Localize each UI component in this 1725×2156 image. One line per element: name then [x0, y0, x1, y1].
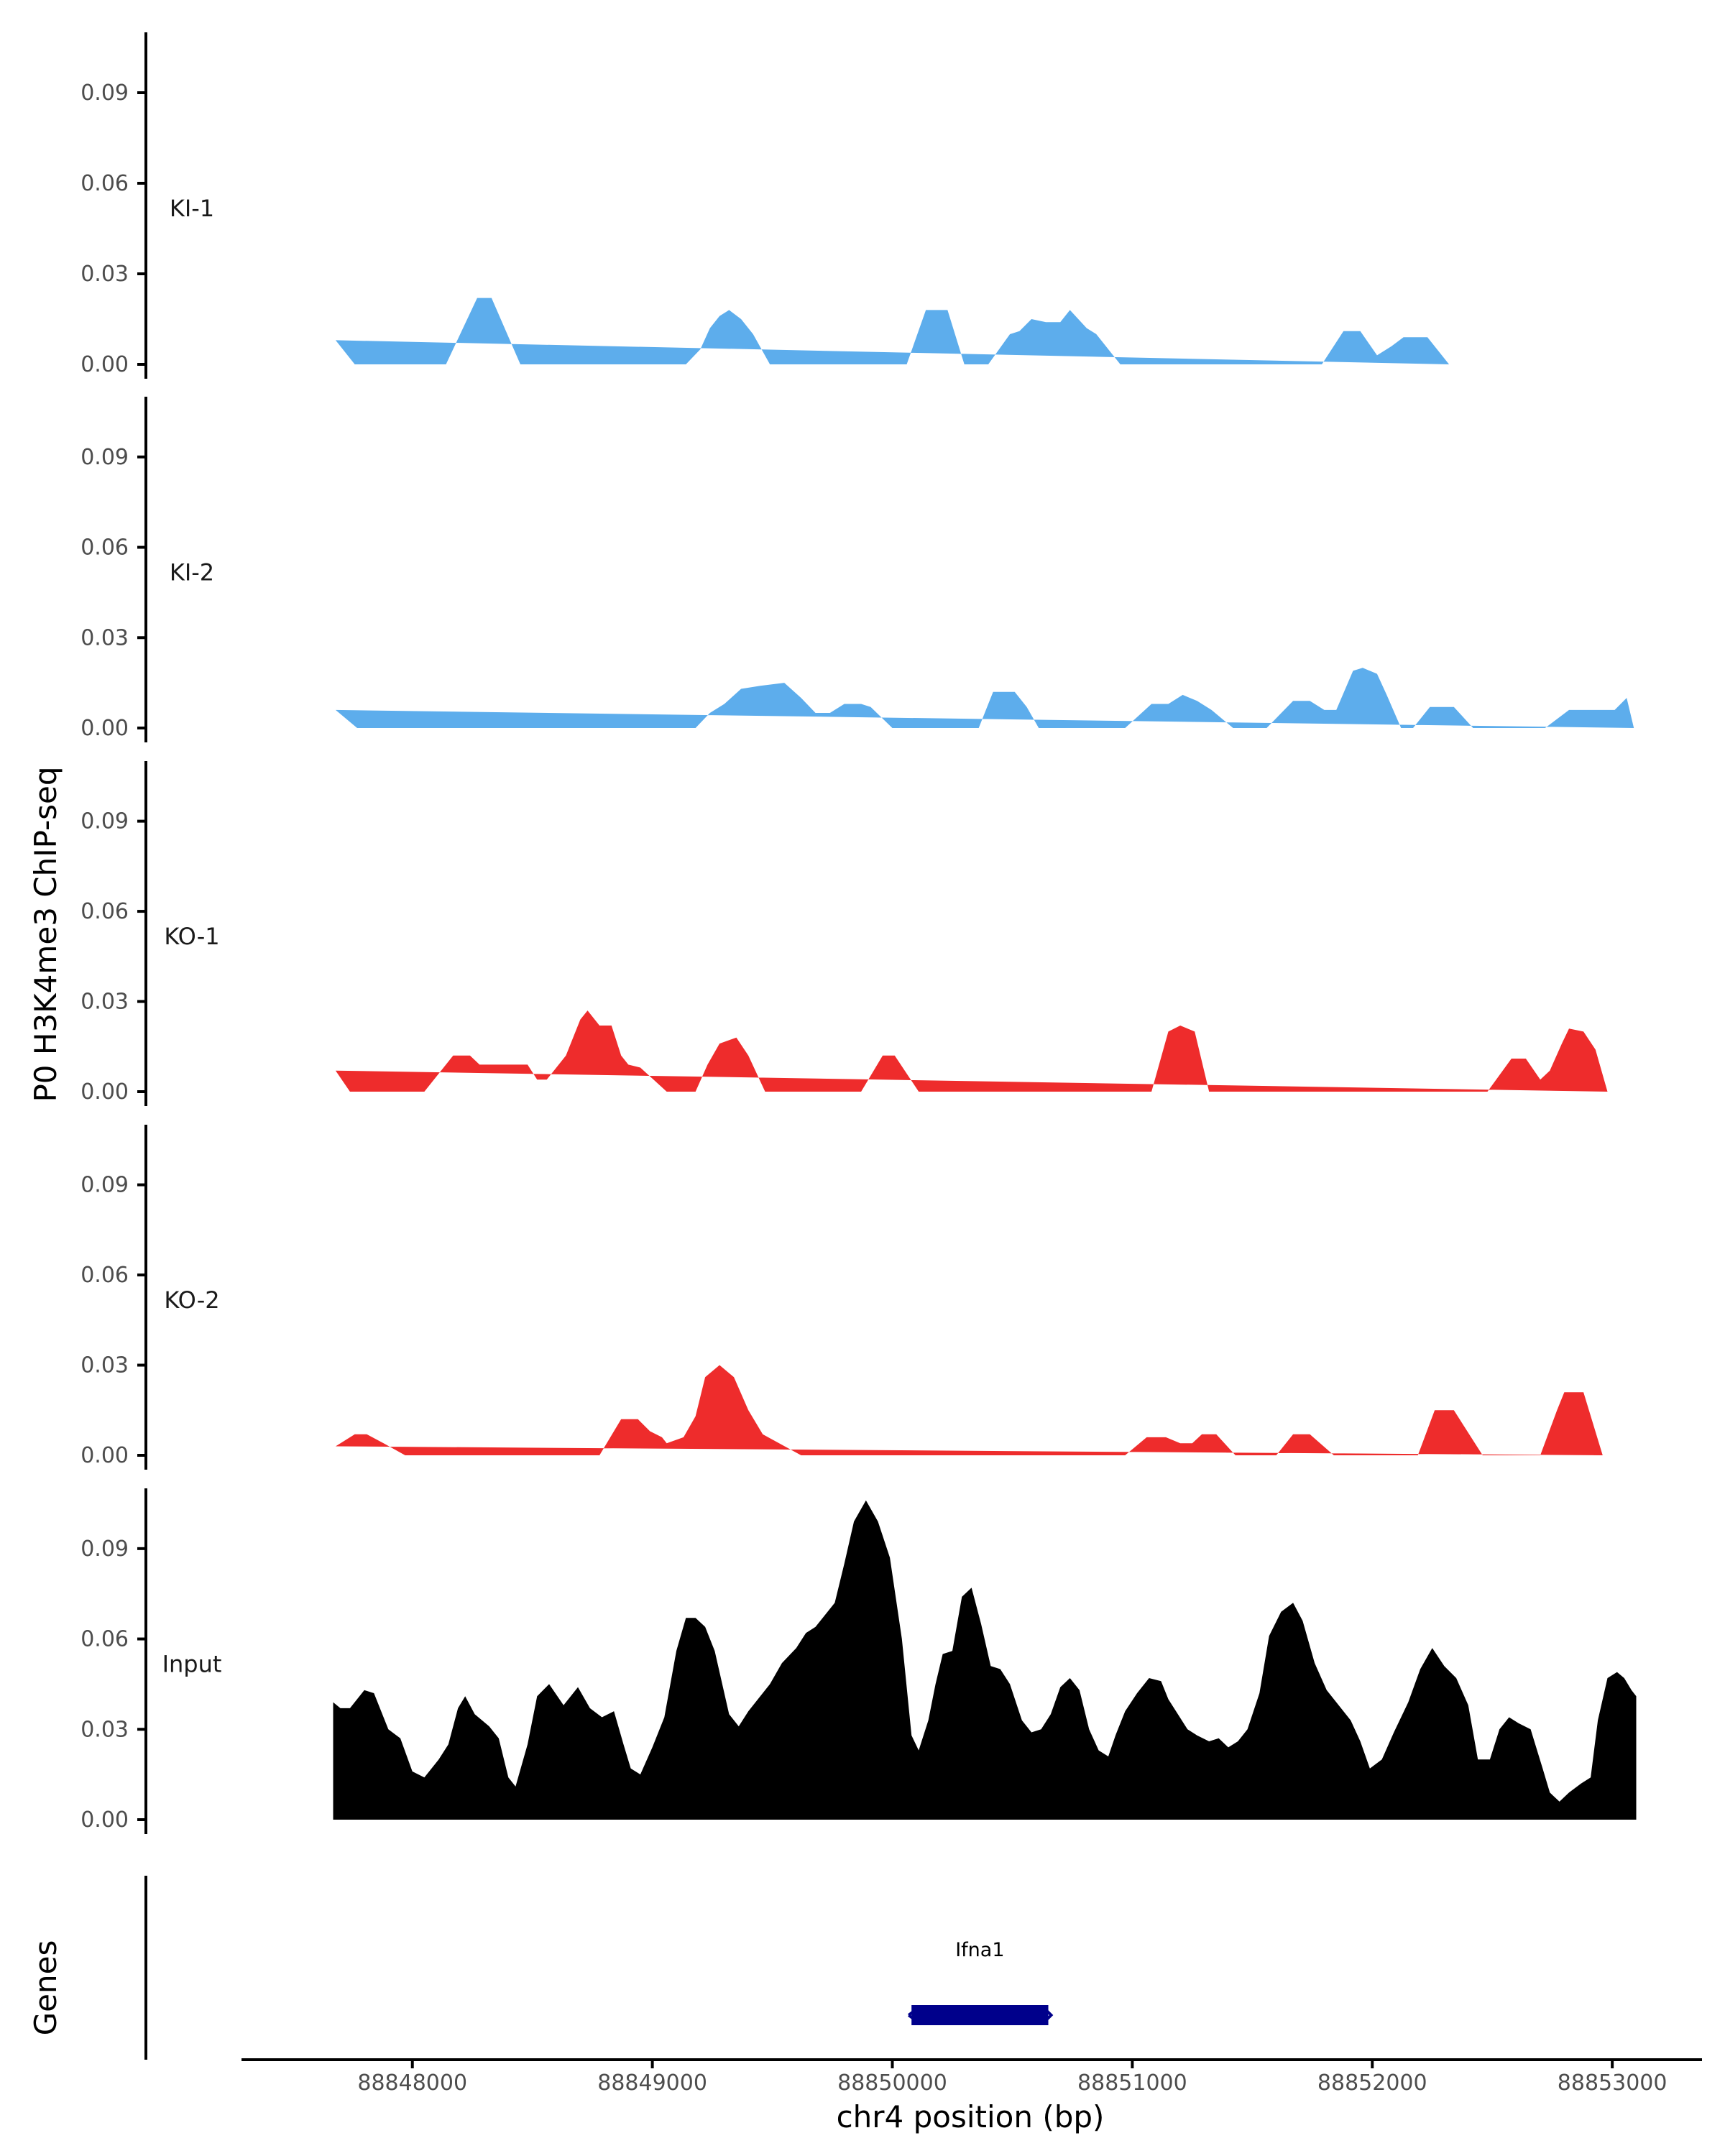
track-area-ko-2	[335, 1365, 1608, 1455]
x-axis: 88848000 88849000 88850000 88851000 88852000…	[242, 2058, 1702, 2096]
tracks-layer: 0.00 0.03 0.06 0.09 KI-1 0.00 0.03 0.06 0.09 KI-2…	[80, 32, 1637, 1834]
x-tick-label: 88851000	[1077, 2070, 1187, 2096]
track-ko-2: 0.00 0.03 0.06 0.09 KO-2	[80, 1125, 1608, 1470]
gene-strand-arrow-icon	[908, 2007, 919, 2023]
track-input: 0.00 0.03 0.06 0.09 Input	[80, 1488, 1637, 1834]
y-tick-label: 0.09	[80, 809, 129, 834]
track-label: KO-1	[164, 923, 219, 950]
y-tick-label: 0.00	[80, 1079, 129, 1105]
y-tick-label: 0.09	[80, 80, 129, 106]
y-tick-label: 0.00	[80, 716, 129, 741]
y-tick-label: 0.00	[80, 352, 129, 377]
track-ki-2: 0.00 0.03 0.06 0.09 KI-2	[80, 397, 1634, 742]
y-tick-label: 0.06	[80, 1627, 129, 1652]
y-tick-label: 0.03	[80, 625, 129, 650]
x-tick-label: 88848000	[357, 2070, 467, 2096]
y-tick-label: 0.03	[80, 1353, 129, 1378]
y-tick-label: 0.00	[80, 1443, 129, 1468]
y-tick-label: 0.06	[80, 1263, 129, 1288]
x-tick-label: 88849000	[597, 2070, 707, 2096]
y-tick-label: 0.06	[80, 171, 129, 196]
track-label: Input	[162, 1651, 222, 1678]
track-label: KI-2	[170, 559, 214, 586]
gene-panel-title: Genes	[28, 1940, 63, 2036]
track-area-ki-2	[335, 668, 1634, 728]
track-label: KO-2	[164, 1286, 219, 1314]
y-tick-label: 0.03	[80, 262, 129, 287]
y-axis-title: P0 H3K4me3 ChIP-seq	[28, 766, 63, 1102]
gene-panel: Ifna1	[144, 1876, 1054, 2060]
track-ko-1: 0.00 0.03 0.06 0.09 KO-1	[80, 761, 1608, 1106]
gene-label: Ifna1	[955, 1939, 1004, 1961]
x-tick-label: 88852000	[1317, 2070, 1427, 2096]
gene-end-arrow-icon	[1041, 2005, 1054, 2025]
x-tick-label: 88853000	[1558, 2070, 1668, 2096]
y-tick-label: 0.09	[80, 1537, 129, 1562]
track-area-input	[333, 1500, 1637, 1820]
gene-body	[911, 2005, 1049, 2025]
x-tick-label: 88850000	[837, 2070, 947, 2096]
y-tick-label: 0.06	[80, 899, 129, 924]
y-tick-label: 0.09	[80, 445, 129, 470]
track-area-ki-1	[335, 298, 1450, 364]
y-tick-label: 0.03	[80, 990, 129, 1015]
y-tick-label: 0.09	[80, 1173, 129, 1198]
track-area-ko-1	[335, 1010, 1608, 1092]
y-tick-label: 0.03	[80, 1717, 129, 1742]
track-label: KI-1	[170, 195, 214, 222]
x-axis-title: chr4 position (bp)	[837, 2099, 1105, 2134]
y-tick-label: 0.06	[80, 535, 129, 561]
y-tick-label: 0.00	[80, 1807, 129, 1833]
track-ki-1: 0.00 0.03 0.06 0.09 KI-1	[80, 32, 1450, 379]
